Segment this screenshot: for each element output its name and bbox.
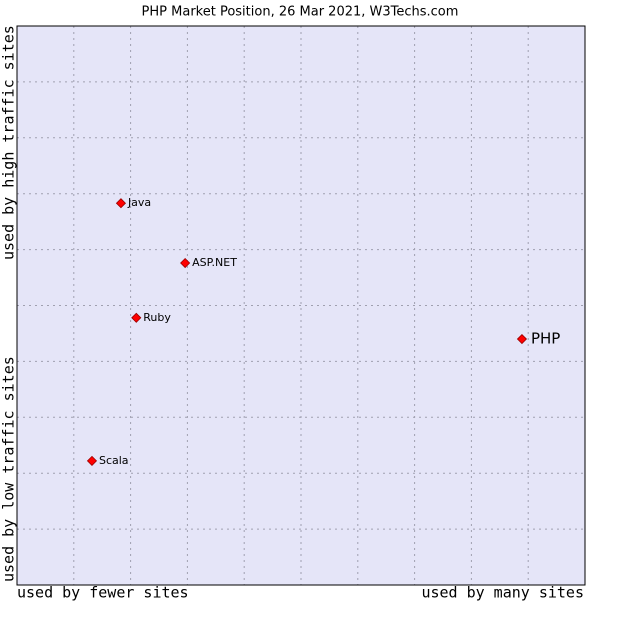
point [131, 312, 142, 323]
point [86, 455, 98, 466]
x-axis-label: used by fewer sites [17, 584, 189, 602]
y-axis-label: used by high traffic sites [0, 25, 18, 260]
point-label: Java [127, 196, 151, 209]
point [516, 333, 528, 345]
chart-title: PHP Market Position, 26 Mar 2021, W3Tech… [142, 5, 459, 20]
point [180, 257, 191, 269]
point-label: Scala [99, 454, 129, 467]
point [115, 198, 127, 209]
plot-border [16, 25, 586, 586]
x-axis-label: used by many sites [421, 584, 584, 602]
point-label: Ruby [143, 311, 171, 324]
y-axis-label: used by low traffic sites [0, 356, 18, 582]
point-label: ASP.NET [192, 256, 237, 269]
point-label: PHP [531, 330, 560, 348]
